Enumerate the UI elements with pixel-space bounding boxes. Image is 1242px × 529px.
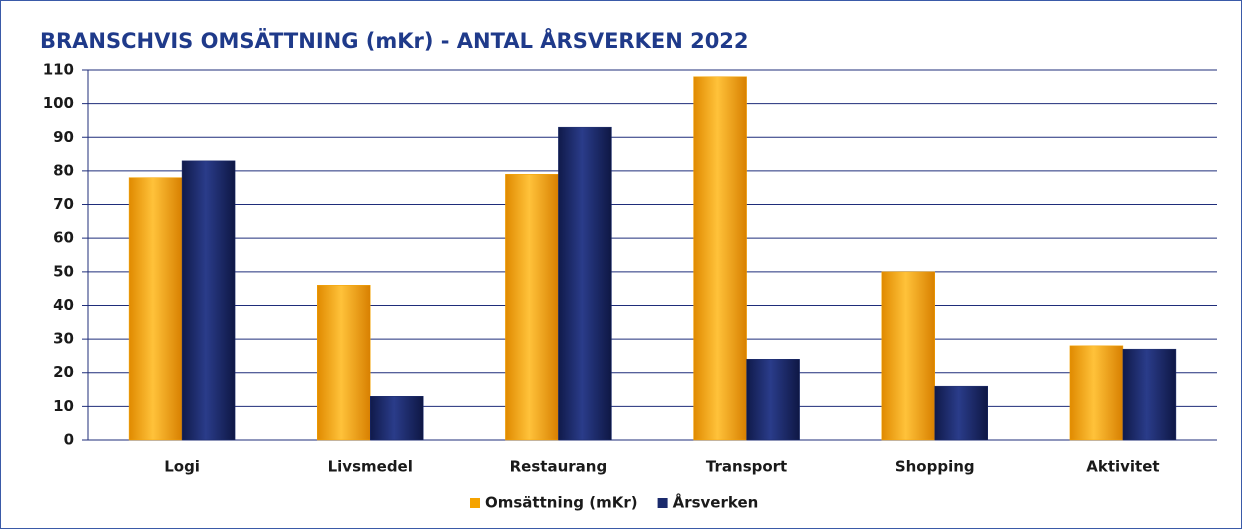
bar — [934, 385, 988, 441]
x-tick-label: Restaurang — [510, 458, 608, 476]
chart-title: BRANSCHVIS OMSÄTTNING (mKr) - ANTAL ÅRSV… — [40, 28, 749, 53]
bar — [505, 174, 559, 441]
y-tick-label: 50 — [53, 262, 74, 280]
legend-swatch — [470, 498, 480, 508]
x-tick-label: Transport — [706, 458, 787, 476]
y-tick-label: 110 — [43, 61, 74, 79]
legend-swatch — [657, 498, 668, 508]
bar — [181, 160, 236, 441]
x-tick-label: Aktivitet — [1086, 458, 1159, 476]
y-tick-label: 70 — [53, 195, 74, 213]
y-tick-label: 80 — [53, 161, 74, 179]
bar — [1069, 345, 1124, 441]
y-tick-label: 100 — [43, 94, 74, 112]
bar — [128, 177, 183, 441]
x-tick-label: Livsmedel — [328, 458, 413, 476]
bar — [317, 285, 371, 441]
legend-label: Årsverken — [673, 493, 759, 512]
y-tick-label: 10 — [53, 397, 74, 415]
bar — [881, 271, 935, 441]
y-tick-label: 90 — [53, 128, 74, 146]
x-tick-label: Shopping — [895, 458, 975, 476]
legend-label: Omsättning (mKr) — [485, 494, 638, 512]
y-tick-label: 20 — [53, 363, 74, 381]
bar — [693, 76, 747, 441]
y-tick-label: 60 — [53, 229, 74, 247]
y-tick-label: 0 — [64, 431, 74, 449]
bar — [746, 359, 800, 441]
y-tick-label: 40 — [53, 296, 74, 314]
bar — [370, 396, 424, 441]
bar — [558, 126, 612, 441]
x-tick-label: Logi — [164, 458, 200, 476]
bar — [1122, 348, 1177, 441]
y-tick-label: 30 — [53, 330, 74, 348]
